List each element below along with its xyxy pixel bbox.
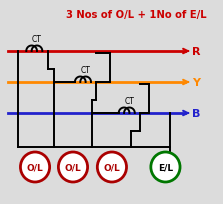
Text: R: R [192, 47, 201, 57]
Text: Y: Y [193, 78, 200, 88]
Circle shape [97, 152, 126, 182]
Text: O/L: O/L [103, 163, 120, 172]
Text: O/L: O/L [65, 163, 81, 172]
Circle shape [151, 152, 180, 182]
Text: E/L: E/L [158, 163, 173, 172]
Text: CT: CT [32, 35, 42, 44]
Text: O/L: O/L [27, 163, 43, 172]
Text: CT: CT [124, 97, 134, 106]
Text: B: B [192, 109, 201, 118]
Circle shape [58, 152, 88, 182]
Circle shape [21, 152, 50, 182]
Text: 3 Nos of O/L + 1No of E/L: 3 Nos of O/L + 1No of E/L [66, 10, 206, 20]
Text: CT: CT [81, 66, 91, 75]
